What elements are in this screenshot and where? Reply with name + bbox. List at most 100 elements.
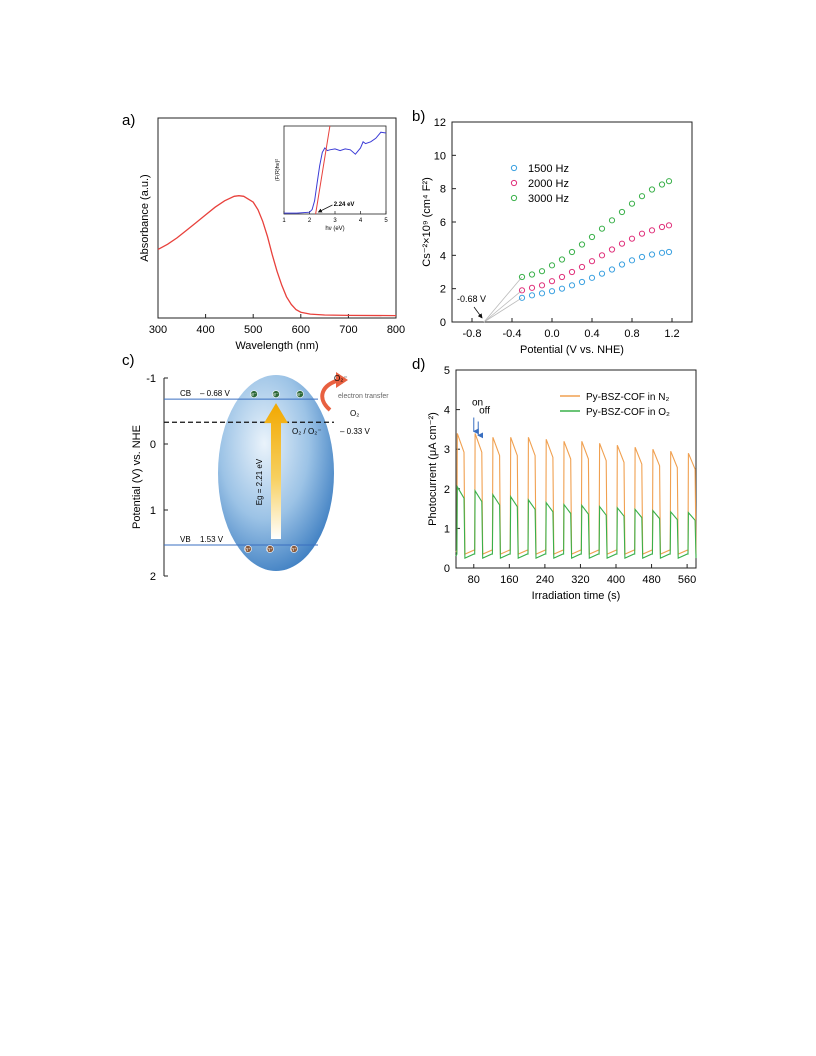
panel-b-chart: -0.8 -0.4 0.0 0.4 0.8 1.2 0 2 4 6 8 10 12 Potential (… (421, 117, 693, 356)
y-tick-label: 2 (440, 284, 446, 296)
x-tick-label: 0.8 (624, 328, 639, 340)
data-point (628, 200, 636, 207)
y-tick-label: 4 (444, 405, 450, 417)
legend-label: Py-BSZ-COF in O₂ (586, 407, 670, 418)
y-tick-label: 2 (150, 571, 156, 583)
data-point (658, 181, 666, 188)
inset-x-tick-label: 4 (359, 218, 363, 224)
hole-label: h⁺ (245, 547, 251, 553)
electron-transfer-label: electron transfer (338, 393, 389, 400)
data-point (608, 217, 616, 224)
data-point (548, 288, 556, 295)
hole-icon (290, 545, 298, 553)
data-point (518, 273, 526, 281)
data-point (648, 186, 656, 193)
y-tick-label: 10 (434, 150, 446, 162)
extrapolation-line (483, 297, 523, 323)
x-tick-label: 600 (292, 324, 310, 336)
cb-value: – 0.68 V (200, 389, 230, 398)
electron-transfer-arrowhead (336, 372, 348, 388)
data-point (598, 252, 606, 259)
data-point (528, 284, 536, 291)
data-point (598, 225, 606, 232)
data-point (518, 287, 526, 294)
y-axis-label: Photocurrent (μA cm⁻²) (427, 412, 439, 526)
cb-label: CB (180, 389, 191, 398)
panel-d-chart: 80 160 240 320 400 480 560 0 1 2 3 4 5 Irradiation ti… (427, 365, 697, 602)
vb-label: VB (180, 535, 191, 544)
y-tick-label: 8 (440, 184, 446, 196)
data-point (665, 222, 673, 229)
data-point (578, 278, 586, 286)
legend-label: 3000 Hz (528, 193, 569, 205)
y-tick-label: 0 (150, 439, 156, 451)
band-gap-label: Eg = 2.21 eV (255, 458, 264, 505)
y-tick-label: 6 (440, 217, 446, 229)
x-tick-label: 480 (642, 574, 660, 586)
data-point (548, 262, 556, 269)
electron-transfer-arrow (320, 378, 341, 412)
redox-value: – 0.33 V (340, 427, 370, 436)
data-point (558, 273, 566, 281)
off-label: off (479, 406, 490, 417)
y-tick-label: 5 (444, 365, 450, 377)
data-point (538, 282, 546, 289)
x-axis-label: Potential (V vs. NHE) (520, 344, 624, 356)
data-point (538, 268, 546, 275)
on-label: on (472, 398, 483, 409)
data-point (638, 253, 646, 261)
y-tick-label: 0 (444, 563, 450, 575)
data-point (638, 230, 646, 237)
plot-frame (451, 121, 693, 323)
data-point (618, 208, 626, 216)
x-axis-label: Irradiation time (s) (532, 590, 621, 602)
x-tick-label: 80 (468, 574, 480, 586)
panel-label-b: b) (412, 108, 426, 125)
inset-annotation-arrow (317, 204, 333, 213)
x-tick-label: 300 (149, 324, 167, 336)
data-point (628, 235, 636, 242)
electron-icon (250, 390, 258, 398)
hole-label: h⁺ (291, 547, 297, 553)
y-axis-label: Absorbance (a.u.) (139, 174, 151, 261)
plot-frame (157, 117, 397, 319)
data-point (538, 290, 546, 297)
y-tick-label: 3 (444, 444, 450, 456)
plot-frame (455, 369, 697, 569)
electron-label: e⁻ (273, 392, 279, 398)
inset-tauc-line (284, 131, 387, 214)
data-point (658, 249, 666, 256)
legend-label: 1500 Hz (528, 163, 569, 175)
y-tick-label: 1 (444, 523, 450, 535)
band-gap-arrow (264, 403, 288, 539)
data-point (578, 241, 586, 248)
superoxide-label: O₂⁻ (334, 374, 348, 383)
x-tick-label: 700 (339, 324, 357, 336)
y-tick-label: 1 (150, 505, 156, 517)
inset-x-tick-label: 5 (384, 218, 388, 224)
data-point (665, 178, 673, 185)
x-axis-label: Wavelength (nm) (235, 340, 318, 352)
legend-marker (510, 164, 518, 172)
data-point (628, 257, 636, 264)
data-point (558, 285, 566, 292)
electron-icon (272, 390, 280, 398)
legend-marker (510, 194, 518, 202)
intercept-arrow (473, 306, 483, 319)
data-point (608, 266, 616, 273)
x-tick-label: 400 (607, 574, 625, 586)
data-point (638, 193, 646, 200)
x-tick-label: 160 (500, 574, 518, 586)
panel-label-d: d) (412, 356, 426, 373)
x-tick-label: 560 (678, 574, 696, 586)
intercept-annotation: -0.68 V (457, 294, 486, 304)
data-point (568, 248, 576, 256)
data-point (648, 227, 656, 234)
hole-icon (244, 545, 252, 553)
x-tick-label: 240 (536, 574, 554, 586)
panel-label-a: a) (122, 112, 136, 129)
x-tick-label: 400 (196, 324, 214, 336)
electron-label: e⁻ (251, 392, 257, 398)
data-point (518, 294, 526, 301)
